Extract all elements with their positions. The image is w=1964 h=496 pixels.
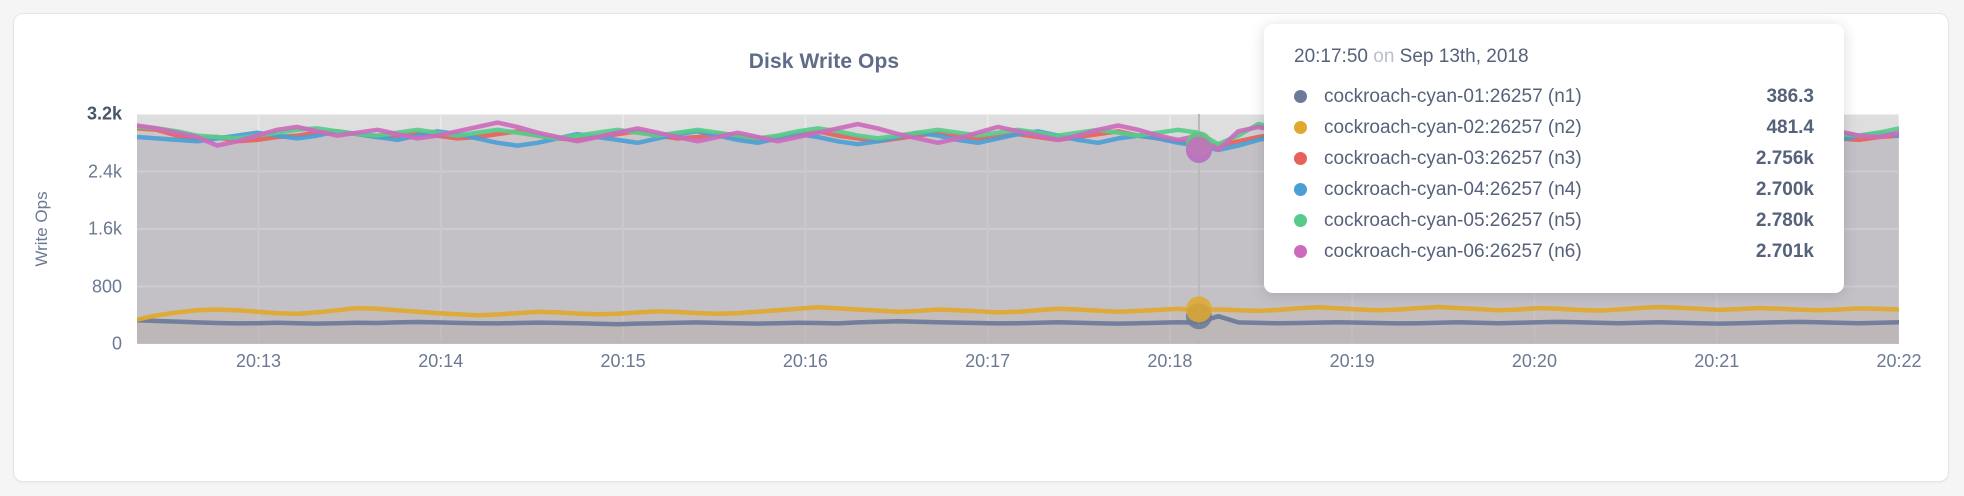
x-tick-label: 20:17 xyxy=(965,351,1011,371)
x-tick-label: 20:18 xyxy=(1147,351,1193,371)
hover-marker xyxy=(1185,136,1212,163)
tooltip-series-value: 2.700k xyxy=(1755,178,1814,200)
tooltip-series-value: 481.4 xyxy=(1766,116,1814,138)
series-color-dot-icon xyxy=(1294,121,1307,134)
x-tick-label: 20:16 xyxy=(782,351,828,371)
series-line xyxy=(137,313,1899,327)
series-color-dot-icon xyxy=(1294,152,1307,165)
tooltip-series-value: 2.701k xyxy=(1755,240,1814,262)
tooltip-row: cockroach-cyan-01:26257 (n1) 386.3 xyxy=(1294,81,1814,112)
chart-title: Disk Write Ops xyxy=(748,50,900,73)
y-axis-ticks: 0 800 1.6k 2.4k 3.2k xyxy=(32,104,122,354)
hover-marker xyxy=(1185,296,1212,323)
y-tick-label: 2.4k xyxy=(87,161,122,181)
tooltip-row: cockroach-cyan-06:26257 (n6) 2.701k xyxy=(1294,236,1814,267)
tooltip-series-list: cockroach-cyan-01:26257 (n1) 386.3 cockroa… xyxy=(1294,81,1814,267)
tooltip-row: cockroach-cyan-03:26257 (n3) 2.756k xyxy=(1294,143,1814,174)
y-tick-label: 3.2k xyxy=(86,103,122,124)
series-color-dot-icon xyxy=(1294,245,1307,258)
x-tick-label: 20:15 xyxy=(600,351,646,371)
tooltip-row: cockroach-cyan-02:26257 (n2) 481.4 xyxy=(1294,112,1814,143)
tooltip-series-value: 386.3 xyxy=(1766,85,1814,107)
x-tick-label: 20:22 xyxy=(1876,351,1922,371)
hover-tooltip: 20:17:50 on Sep 13th, 2018 cockroach-cya… xyxy=(1264,24,1844,293)
x-tick-label: 20:21 xyxy=(1694,351,1740,371)
x-tick-label: 20:20 xyxy=(1511,351,1557,371)
tooltip-series-label: cockroach-cyan-03:26257 (n3) xyxy=(1324,147,1582,169)
tooltip-series-label: cockroach-cyan-04:26257 (n4) xyxy=(1324,178,1582,200)
series-area xyxy=(137,307,1899,344)
series-color-dot-icon xyxy=(1294,214,1307,227)
series-color-dot-icon xyxy=(1294,183,1307,196)
tooltip-series-value: 2.756k xyxy=(1755,147,1814,169)
tooltip-row: cockroach-cyan-05:26257 (n5) 2.780k xyxy=(1294,205,1814,236)
x-tick-label: 20:13 xyxy=(235,351,282,371)
series-line xyxy=(137,304,1899,322)
tooltip-time: 20:17:50 xyxy=(1294,46,1368,67)
tooltip-series-label: cockroach-cyan-06:26257 (n6) xyxy=(1324,240,1582,262)
tooltip-series-label: cockroach-cyan-02:26257 (n2) xyxy=(1324,116,1582,138)
x-tick-label: 20:19 xyxy=(1329,351,1375,371)
tooltip-series-label: cockroach-cyan-01:26257 (n1) xyxy=(1324,85,1582,107)
tooltip-date: Sep 13th, 2018 xyxy=(1399,46,1529,67)
y-tick-label: 800 xyxy=(91,276,122,296)
y-tick-label: 0 xyxy=(111,333,122,354)
tooltip-row: cockroach-cyan-04:26257 (n4) 2.700k xyxy=(1294,174,1814,205)
x-axis-ticks: 20:13 20:14 20:15 20:16 20:17 20:18 20:19 20:20… xyxy=(137,351,1922,391)
tooltip-timestamp: 20:17:50 on Sep 13th, 2018 xyxy=(1294,46,1814,68)
disk-write-ops-card: Disk Write Ops Write Ops 0 800 1.6k 2.4k 3.2… xyxy=(13,13,1949,482)
tooltip-series-label: cockroach-cyan-05:26257 (n5) xyxy=(1324,209,1582,231)
tooltip-series-value: 2.780k xyxy=(1755,209,1814,231)
y-tick-label: 1.6k xyxy=(87,218,122,239)
series-color-dot-icon xyxy=(1294,90,1307,103)
x-tick-label: 20:14 xyxy=(418,351,464,371)
tooltip-on-word: on xyxy=(1373,46,1395,67)
